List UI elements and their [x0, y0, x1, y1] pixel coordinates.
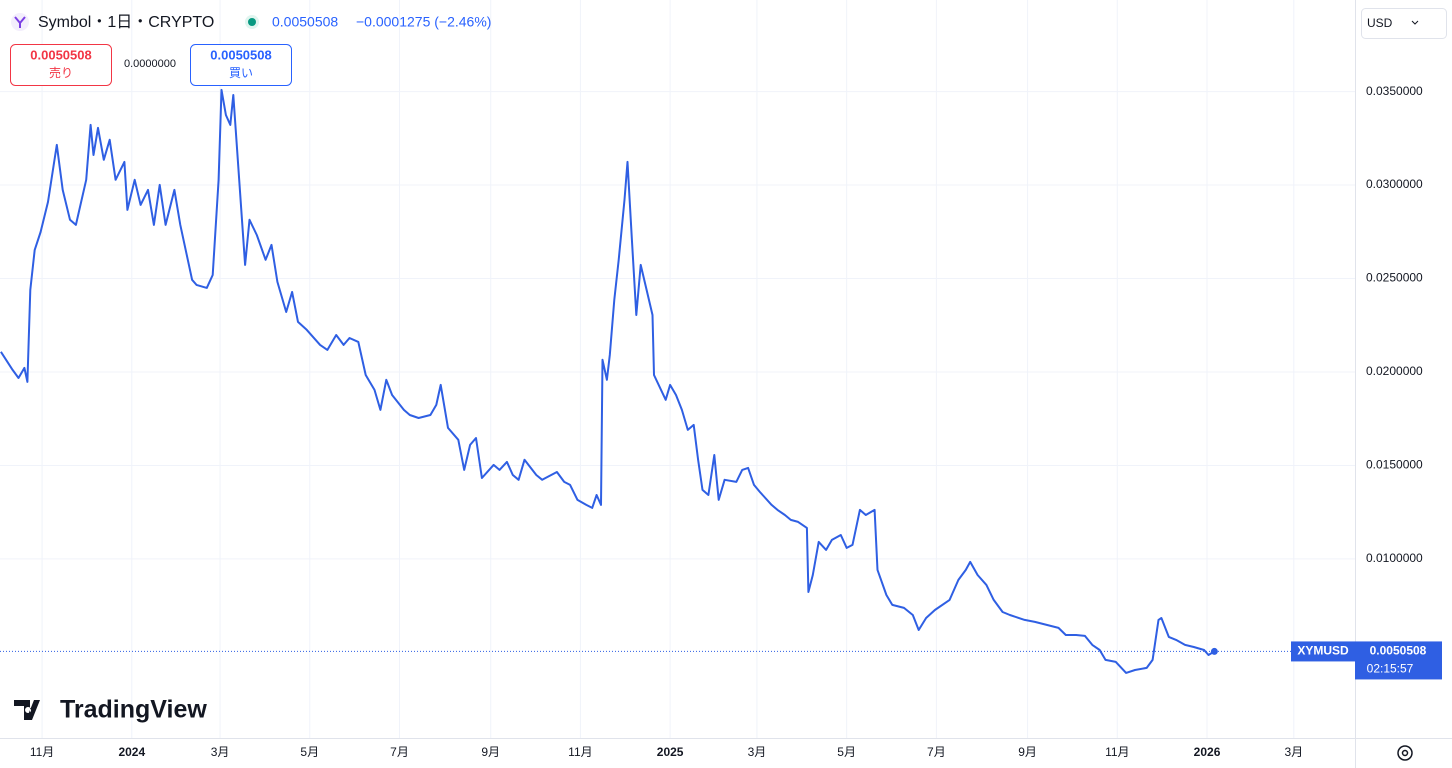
sell-label: 売り — [49, 65, 73, 80]
plot — [0, 88, 1355, 674]
last-price-dot — [1210, 647, 1218, 655]
x-tick-label: 5月 — [837, 745, 856, 759]
x-tick-label: 2025 — [657, 745, 684, 759]
x-tick-label: 11月 — [1105, 745, 1129, 759]
x-tick-label: 5月 — [300, 745, 319, 759]
last-price: 0.0050508 — [272, 14, 338, 30]
status-dot — [248, 18, 256, 26]
symbol-label-box — [1291, 641, 1355, 662]
price-label-box — [1355, 641, 1442, 680]
spread: 0.0000000 — [124, 58, 176, 70]
x-tick-label: 2026 — [1194, 745, 1221, 759]
y-tick-label: 0.0300000 — [1366, 177, 1423, 191]
price-change: −0.0001275 (−2.46%) — [356, 14, 491, 30]
x-tick-label: 7月 — [927, 745, 946, 759]
y-tick-label: 0.0350000 — [1366, 84, 1423, 98]
symbol-label: XYMUSD — [1297, 644, 1349, 658]
buy-label: 買い — [229, 66, 253, 80]
logo-text[interactable]: TradingView — [60, 696, 207, 724]
logo-mark — [14, 700, 40, 720]
x-tick-label: 3月 — [748, 745, 767, 759]
countdown-label: 02:15:57 — [1367, 662, 1414, 676]
settings-icon-core — [1401, 749, 1409, 757]
currency-label: USD — [1367, 16, 1393, 30]
price-label: 0.0050508 — [1370, 644, 1427, 658]
sell-button[interactable] — [10, 44, 112, 86]
axis: 0.0100000 0.0150000 0.0200000 0.0250000 0.03… — [30, 84, 1442, 759]
y-tick-label: 0.0100000 — [1366, 551, 1423, 565]
buy-price: 0.0050508 — [210, 47, 271, 62]
x-tick-label: 9月 — [1018, 745, 1037, 759]
x-tick-label: 3月 — [1284, 745, 1303, 759]
x-tick-label: 11月 — [568, 745, 592, 759]
x-tick-label: 2024 — [118, 745, 145, 759]
buy-button[interactable] — [190, 44, 292, 86]
y-tick-label: 0.0200000 — [1366, 364, 1423, 378]
currency-chevron — [1411, 20, 1419, 25]
sell-price: 0.0050508 — [30, 47, 91, 62]
grid — [0, 0, 1355, 738]
x-tick-label: 7月 — [390, 745, 409, 759]
y-tick-label: 0.0250000 — [1366, 271, 1423, 285]
price-line — [0, 88, 1215, 674]
x-tick-label: 3月 — [211, 745, 230, 759]
currency-select[interactable] — [1361, 8, 1447, 39]
x-tick-label: 9月 — [481, 745, 500, 759]
x-tick-label: 11月 — [30, 745, 54, 759]
y-tick-label: 0.0150000 — [1366, 458, 1423, 472]
symbol-icon-glyph — [14, 16, 26, 28]
symbol-title[interactable]: Symbol・1日・CRYPTO — [38, 14, 214, 31]
settings-icon[interactable] — [1397, 745, 1413, 761]
